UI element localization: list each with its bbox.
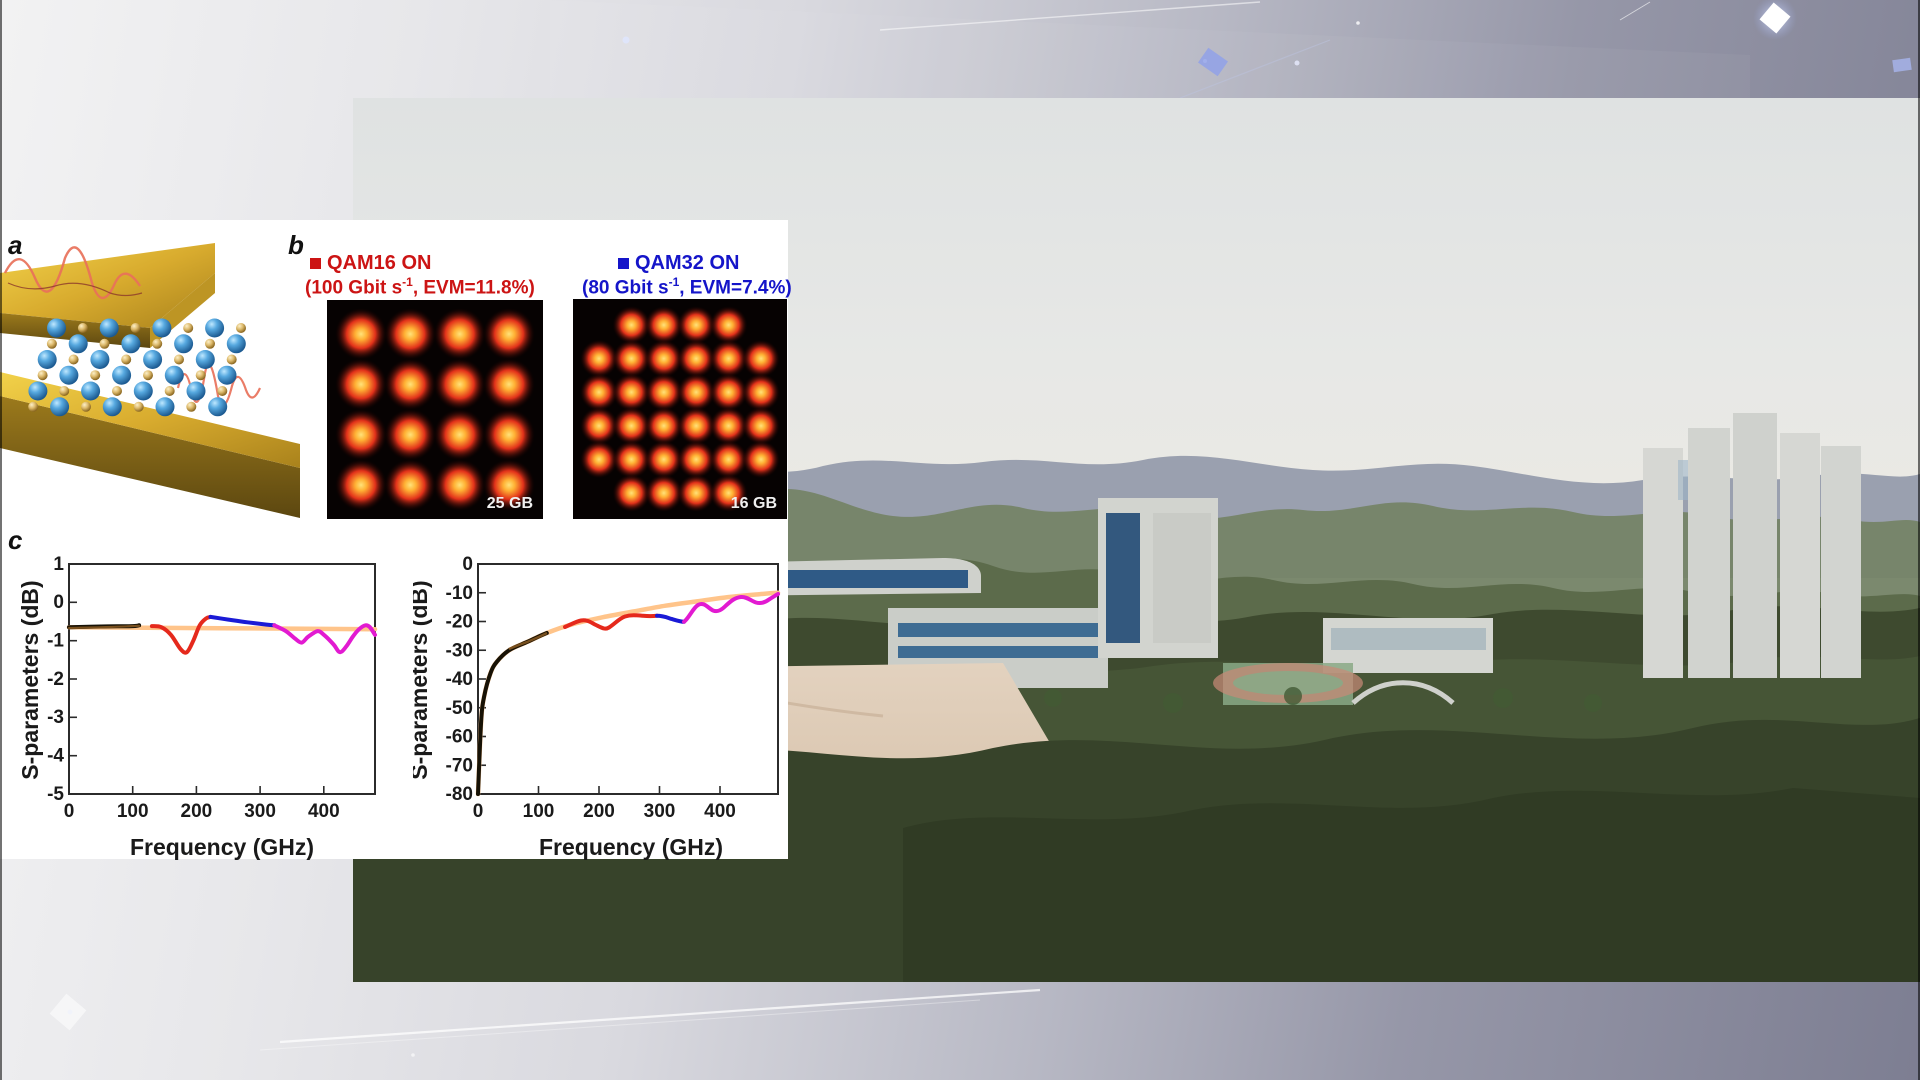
svg-text:S-parameters (dB): S-parameters (dB) <box>413 580 432 779</box>
svg-text:-60: -60 <box>446 727 473 748</box>
svg-text:100: 100 <box>523 801 555 822</box>
svg-text:-2: -2 <box>47 669 64 690</box>
svg-text:16 GB: 16 GB <box>731 495 777 512</box>
svg-text:-50: -50 <box>446 698 473 719</box>
svg-text:300: 300 <box>644 801 676 822</box>
svg-text:-30: -30 <box>446 640 473 661</box>
svg-text:25 GB: 25 GB <box>487 495 533 512</box>
svg-text:-4: -4 <box>47 746 64 767</box>
svg-text:0: 0 <box>53 592 64 613</box>
svg-text:-20: -20 <box>446 612 473 633</box>
svg-text:400: 400 <box>704 801 736 822</box>
svg-text:0: 0 <box>462 554 473 575</box>
svg-text:Frequency (GHz): Frequency (GHz) <box>130 834 314 860</box>
svg-text:1: 1 <box>53 554 64 575</box>
svg-text:-70: -70 <box>446 755 473 776</box>
svg-text:0: 0 <box>64 801 75 822</box>
svg-text:200: 200 <box>181 801 213 822</box>
svg-text:-1: -1 <box>47 631 64 652</box>
svg-text:-5: -5 <box>47 784 64 805</box>
svg-text:-80: -80 <box>446 784 473 805</box>
svg-text:100: 100 <box>117 801 149 822</box>
svg-text:0: 0 <box>473 801 484 822</box>
svg-text:-10: -10 <box>446 583 473 604</box>
svg-text:400: 400 <box>308 801 340 822</box>
svg-text:300: 300 <box>244 801 276 822</box>
svg-text:S-parameters (dB): S-parameters (dB) <box>20 580 43 779</box>
svg-text:200: 200 <box>583 801 615 822</box>
svg-text:-3: -3 <box>47 707 64 728</box>
svg-text:-40: -40 <box>446 669 473 690</box>
svg-text:Frequency (GHz): Frequency (GHz) <box>539 834 723 860</box>
